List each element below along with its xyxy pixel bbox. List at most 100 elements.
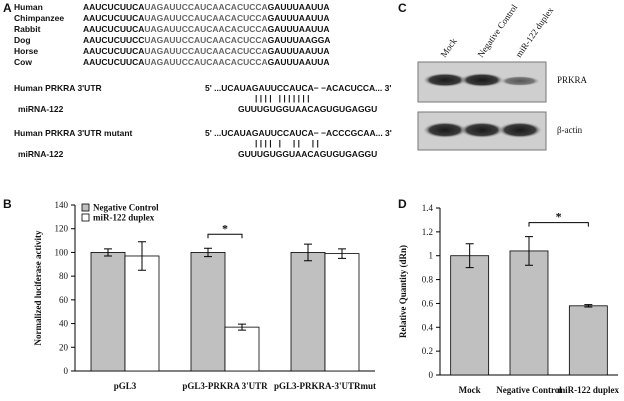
legend-label: Negative Control (93, 203, 159, 213)
mirna-sequence: GUUUGUGGUAACAGUGUGAGGU (238, 104, 377, 114)
error-bar (204, 247, 212, 258)
bar (90, 252, 126, 372)
bar (568, 305, 608, 376)
x-tick-label: Mock (459, 385, 481, 395)
sequence-segment: UAGAUUCCAUCAACACUCCA (144, 57, 267, 67)
panel-label: C (398, 1, 407, 15)
error-bar (104, 248, 112, 257)
sequence-segment: UAGAUUCCAUCAACACUCCA (144, 46, 267, 56)
error-bar (525, 236, 533, 266)
sequence: AAUCUCUUCAUAGAUUCCAUCAACACUCCAGAUUUAAUUA (83, 2, 330, 12)
pairing: | | | | | | | | | | | (255, 93, 310, 103)
error-bar (238, 323, 246, 331)
species-name: Chimpanzee (14, 13, 64, 23)
y-tick-label: 0 (64, 366, 69, 376)
significance-bracket (207, 233, 243, 239)
panel-label: D (398, 197, 407, 211)
y-axis-label: Normalized luciferase activity (33, 230, 43, 345)
sequence-segment: GAUUUAAUUA (268, 57, 330, 67)
species-name: Horse (14, 46, 38, 56)
y-tick-label: 140 (55, 200, 69, 210)
sequence-segment: AAUCUCUUCA (83, 13, 144, 23)
sequence: AAUCUCUUCAUAGAUUCCAUCAACACUCCAGAUUUAAUUA (83, 57, 330, 67)
bar (324, 253, 360, 372)
sequence-segment: GAUUUAAUUA (268, 24, 330, 34)
sequence-segment: UAGAUUCCAUCAACACUCCA (144, 2, 267, 12)
sequence-segment: GAUUUAAUUA (268, 46, 330, 56)
sequence-segment: AAUCUCUUCA (83, 2, 144, 12)
y-axis-label: Relative Quantity (dRn) (398, 245, 408, 338)
blot-band (500, 76, 540, 86)
legend-label: miR-122 duplex (93, 213, 155, 223)
y-tick-label: 0 (429, 370, 434, 380)
y-tick-label: 1.2 (422, 227, 433, 237)
blot-band (460, 122, 504, 138)
y-tick-label: 0.4 (422, 322, 434, 332)
error-bar (138, 241, 146, 271)
sequence: AAUCUCUUCAUAGAUUCCAUCAACACUCCAGAUUUAAUUA (83, 13, 330, 23)
bar (224, 326, 260, 372)
y-tick-label: 40 (59, 319, 69, 329)
species-name: Rabbit (14, 24, 41, 34)
y-tick-label: 60 (59, 295, 69, 305)
significance-bracket (528, 222, 589, 227)
x-tick-label: miR-122 duplex (558, 385, 620, 395)
legend-swatch (81, 203, 90, 212)
lane-label: Mock (438, 36, 459, 59)
y-tick-label: 100 (55, 247, 69, 257)
error-bar (584, 304, 593, 308)
species-name: Dog (14, 35, 31, 45)
sequence-segment: UAGAUUCCAUCAACACUCCA (144, 24, 267, 34)
target-sequence: 5' ...UCAUAGAUUCCAUCA− −ACACUCCA... 3' (205, 83, 391, 93)
sequence: AAUCUCUUCAUAGAUUCCAUCAACACUCCAGAUUUAAUUA (83, 24, 330, 34)
y-tick-label: 1 (429, 251, 434, 261)
blot-band (460, 73, 504, 87)
pairing: | | | | | | | | | (255, 138, 319, 148)
blot-row-label: PRKRA (557, 75, 588, 85)
species-name: Cow (14, 57, 32, 67)
target-sequence: 5' ...UCAUAGAUUCCAUCA− −ACCCGCAA... 3' (205, 128, 392, 138)
x-tick-label: pGL3 (114, 381, 137, 391)
sequence-segment: GAUUUAAGGA (268, 35, 331, 45)
sequence: AAUCUCUUCCUAGAUUCCAUCAACACUCCAGAUUUAAGGA (83, 35, 330, 45)
target-name: Human PRKRA 3'UTR mutant (14, 128, 133, 138)
error-bar (304, 243, 312, 262)
bar (190, 252, 226, 372)
sequence-segment: UAGAUUCCAUCAACACUCCA (144, 35, 267, 45)
sequence-segment: GAUUUAAUUA (268, 2, 330, 12)
lane-label: Negative Control (475, 2, 519, 59)
x-tick-label: Negative Control (496, 385, 562, 395)
y-tick-label: 20 (59, 342, 69, 352)
panel-label: B (3, 197, 12, 211)
error-bar (338, 248, 346, 259)
sequence: AAUCUCUUCAUAGAUUCCAUCAACACUCCAGAUUUAAUUA (83, 46, 330, 56)
y-tick-label: 80 (59, 271, 69, 281)
bar (290, 252, 326, 372)
y-tick-label: 0.8 (422, 275, 434, 285)
x-tick-label: pGL3-PRKRA 3'UTR (182, 381, 268, 391)
mirna-sequence: GUUUGUGGUAACAGUGUGAGGU (238, 149, 377, 159)
lane-label: miR-122 duplex (513, 5, 555, 59)
significance-label: * (222, 221, 228, 235)
y-tick-label: 0.2 (422, 346, 433, 356)
bar (450, 255, 490, 376)
target-name: Human PRKRA 3'UTR (14, 83, 102, 93)
error-bar (465, 243, 474, 269)
blot-band (423, 122, 467, 138)
bar (124, 255, 160, 372)
sequence-segment: AAUCUCUUCC (83, 35, 144, 45)
legend-swatch (81, 213, 90, 222)
blot-band (423, 73, 467, 87)
sequence-segment: GAUUUAAUUA (268, 13, 330, 23)
mirna-name: miRNA-122 (18, 149, 64, 159)
y-tick-label: 0.6 (422, 298, 434, 308)
blot-band (498, 122, 542, 138)
sequence-segment: AAUCUCUUCA (83, 46, 144, 56)
y-tick-label: 1.4 (422, 203, 434, 213)
significance-label: * (556, 210, 562, 224)
x-tick-label: pGL3-PRKRA-3'UTRmut (274, 381, 376, 391)
y-tick-label: 120 (55, 224, 69, 234)
mirna-name: miRNA-122 (18, 104, 64, 114)
sequence-segment: UAGAUUCCAUCAACACUCCA (144, 13, 267, 23)
